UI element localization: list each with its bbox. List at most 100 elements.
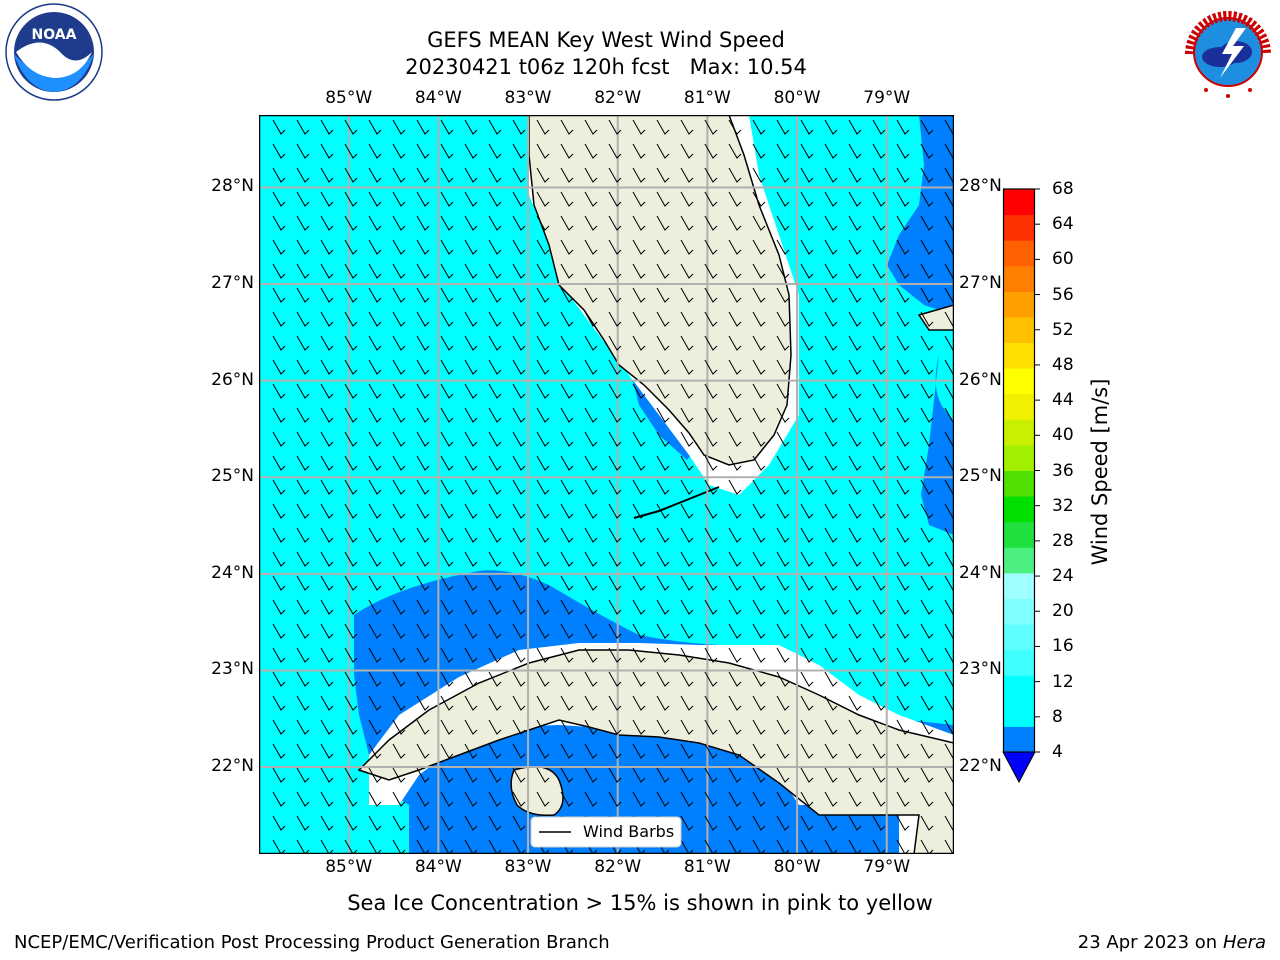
wind-barb: [416, 143, 430, 159]
wind-barb: [704, 311, 718, 327]
wind-barb: [392, 143, 406, 159]
wind-barb: [848, 695, 862, 711]
wind-barb: [704, 839, 718, 854]
wind-barb: [728, 647, 742, 663]
lon-tick-label: 79°W: [863, 857, 911, 877]
wind-barb: [896, 551, 910, 567]
wind-barb: [272, 623, 286, 639]
wind-barb: [536, 383, 550, 399]
wind-barb: [344, 623, 358, 639]
wind-barb: [704, 263, 718, 279]
wind-barb: [656, 527, 670, 543]
colorbar-tick-label: 8: [1052, 706, 1063, 727]
wind-barb: [608, 791, 622, 807]
wind-barb: [488, 551, 502, 567]
wind-barb: [608, 623, 622, 639]
wind-barb: [296, 311, 310, 327]
wind-barb: [920, 455, 934, 471]
wind-barb: [512, 431, 526, 447]
colorbar-band: [1003, 316, 1035, 344]
wind-barb: [920, 359, 934, 375]
wind-barb: [416, 431, 430, 447]
wind-barb: [344, 191, 358, 207]
wind-barb: [872, 215, 886, 231]
wind-barb: [464, 719, 478, 735]
wind-barb: [344, 263, 358, 279]
wind-barb: [728, 311, 742, 327]
colorbar-band: [1003, 675, 1035, 702]
wind-barb: [560, 767, 574, 783]
wind-barb: [512, 527, 526, 543]
wind-barb: [440, 647, 454, 663]
wind-barb: [272, 839, 286, 854]
wind-barb: [296, 623, 310, 639]
wind-barb: [632, 647, 646, 663]
wind-barb: [320, 575, 334, 591]
wind-barb: [776, 719, 790, 735]
wind-barb: [512, 119, 526, 135]
wind-barb: [608, 119, 622, 135]
wind-barb: [392, 527, 406, 543]
wind-barb: [344, 527, 358, 543]
wind-speed-map: Wind Barbs: [259, 115, 954, 854]
wind-barb: [344, 647, 358, 663]
wind-barb: [392, 671, 406, 687]
wind-barb: [752, 431, 766, 447]
wind-barb: [512, 383, 526, 399]
colorbar: [1002, 188, 1040, 784]
wind-barb: [320, 383, 334, 399]
wind-barb: [704, 287, 718, 303]
wind-barb: [920, 719, 934, 735]
wind-barb: [440, 335, 454, 351]
colorbar-tick-label: 20: [1052, 601, 1074, 622]
wind-barb: [776, 167, 790, 183]
wind-barb: [584, 143, 598, 159]
wind-barb: [800, 791, 814, 807]
wind-barb: [656, 455, 670, 471]
wind-barb: [800, 671, 814, 687]
wind-barb: [680, 527, 694, 543]
wind-barb: [392, 599, 406, 615]
wind-barb: [440, 287, 454, 303]
wind-barb: [488, 407, 502, 423]
wind-barb: [344, 791, 358, 807]
wind-barb: [488, 383, 502, 399]
wind-barb: [464, 503, 478, 519]
wind-barb: [752, 215, 766, 231]
wind-barb: [608, 671, 622, 687]
wind-barb: [680, 407, 694, 423]
colorbar-tick-label: 40: [1052, 425, 1074, 446]
wind-barb: [296, 791, 310, 807]
wind-barb: [296, 119, 310, 135]
wind-barb: [608, 551, 622, 567]
wind-barb: [920, 287, 934, 303]
wind-barb: [536, 671, 550, 687]
wind-barb: [536, 575, 550, 591]
wind-barb: [392, 767, 406, 783]
wind-barb: [344, 503, 358, 519]
wind-barb: [296, 599, 310, 615]
wind-barb: [872, 239, 886, 255]
wind-barb: [920, 791, 934, 807]
wind-barb: [512, 791, 526, 807]
wind-barb: [920, 479, 934, 495]
wind-barb: [296, 695, 310, 711]
wind-barb: [800, 167, 814, 183]
wind-barb: [560, 311, 574, 327]
wind-barb: [896, 239, 910, 255]
wind-barb: [752, 839, 766, 854]
wind-barb: [800, 599, 814, 615]
wind-barb: [440, 167, 454, 183]
wind-barb: [488, 527, 502, 543]
wind-barb: [632, 767, 646, 783]
wind-barb: [272, 575, 286, 591]
wind-barb: [632, 263, 646, 279]
wind-barb: [416, 311, 430, 327]
wind-barb: [416, 767, 430, 783]
lat-tick-label: 23°N: [211, 659, 254, 680]
wind-barb: [824, 815, 838, 831]
wind-barb: [800, 287, 814, 303]
wind-barb: [584, 791, 598, 807]
wind-barb: [872, 839, 886, 854]
wind-barb: [728, 335, 742, 351]
